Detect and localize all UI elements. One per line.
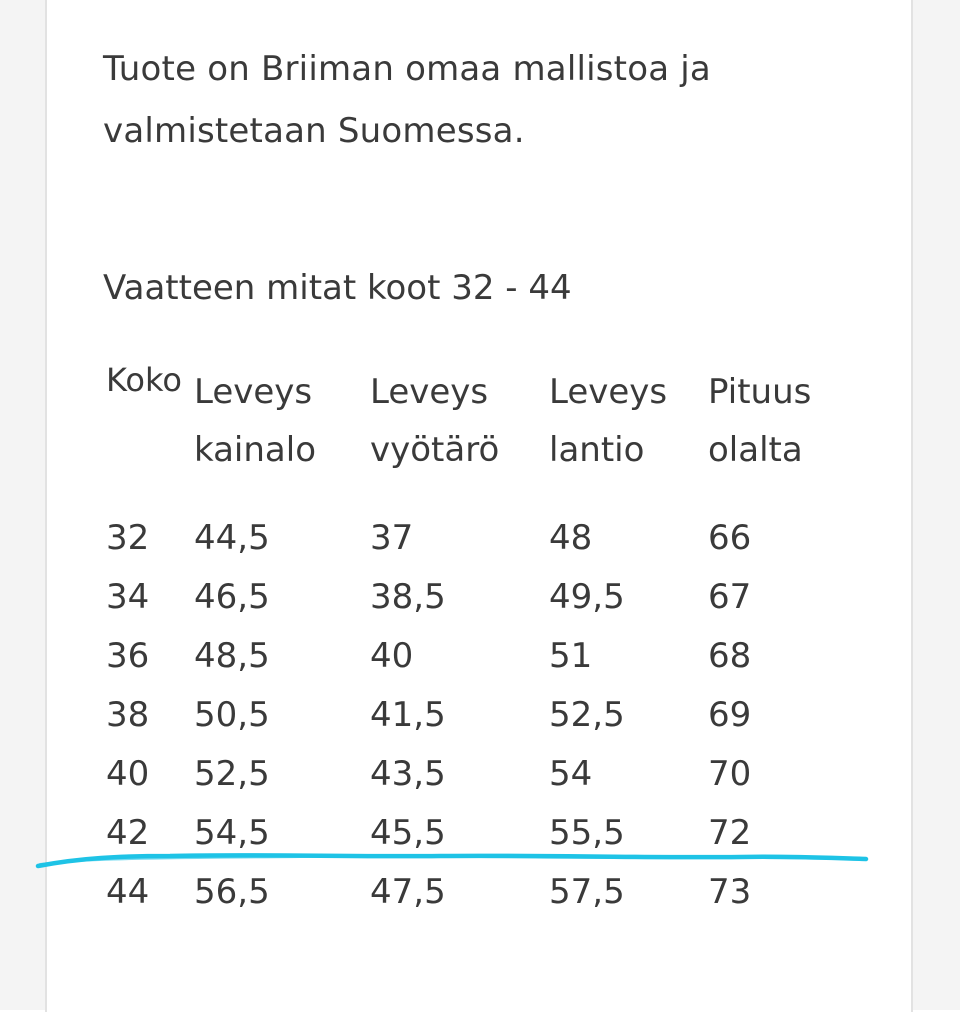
table-cell-size: 38 <box>106 695 150 735</box>
header-leveys-lantio: Leveys lantio <box>549 372 668 470</box>
header-leveys-vyotaro: Leveys vyötärö <box>370 372 500 470</box>
table-cell-size: 40 <box>106 754 150 794</box>
size-table-title: Vaatteen mitat koot 32 - 44 <box>103 268 572 308</box>
table-cell-kainalo: 46,5 <box>194 577 270 617</box>
table-cell-lantio: 54 <box>549 754 593 794</box>
header-koko: Koko <box>106 361 182 399</box>
product-intro-text: Tuote on Briiman omaa mallistoa ja valmi… <box>103 49 711 151</box>
header-leveys-kainalo: Leveys kainalo <box>194 372 317 470</box>
table-cell-vyotaro: 38,5 <box>370 577 446 617</box>
table-cell-size: 32 <box>106 518 150 558</box>
content-card <box>45 0 913 1012</box>
table-cell-size: 34 <box>106 577 150 617</box>
table-cell-vyotaro: 37 <box>370 518 414 558</box>
table-cell-size: 36 <box>106 636 150 676</box>
table-cell-pituus: 72 <box>708 813 752 853</box>
table-cell-size: 44 <box>106 872 150 912</box>
table-cell-vyotaro: 45,5 <box>370 813 446 853</box>
table-cell-pituus: 66 <box>708 518 752 558</box>
table-cell-vyotaro: 43,5 <box>370 754 446 794</box>
table-cell-pituus: 69 <box>708 695 752 735</box>
table-cell-pituus: 67 <box>708 577 752 617</box>
table-cell-pituus: 68 <box>708 636 752 676</box>
table-cell-kainalo: 52,5 <box>194 754 270 794</box>
table-cell-lantio: 48 <box>549 518 593 558</box>
table-cell-lantio: 52,5 <box>549 695 625 735</box>
header-pituus-olalta: Pituus olalta <box>708 372 812 470</box>
table-cell-kainalo: 56,5 <box>194 872 270 912</box>
table-cell-size: 42 <box>106 813 150 853</box>
table-cell-lantio: 57,5 <box>549 872 625 912</box>
table-cell-kainalo: 48,5 <box>194 636 270 676</box>
table-cell-vyotaro: 40 <box>370 636 414 676</box>
table-cell-lantio: 49,5 <box>549 577 625 617</box>
table-cell-vyotaro: 41,5 <box>370 695 446 735</box>
table-cell-kainalo: 50,5 <box>194 695 270 735</box>
table-cell-vyotaro: 47,5 <box>370 872 446 912</box>
table-cell-kainalo: 54,5 <box>194 813 270 853</box>
table-cell-pituus: 73 <box>708 872 752 912</box>
table-cell-pituus: 70 <box>708 754 752 794</box>
table-cell-lantio: 55,5 <box>549 813 625 853</box>
table-cell-lantio: 51 <box>549 636 593 676</box>
table-cell-kainalo: 44,5 <box>194 518 270 558</box>
